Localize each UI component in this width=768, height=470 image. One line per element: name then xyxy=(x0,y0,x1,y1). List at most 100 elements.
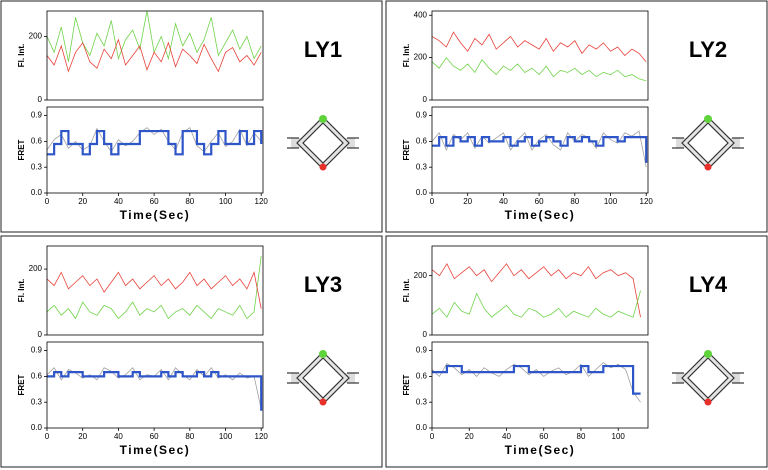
trace-line xyxy=(431,290,641,318)
donor-dye xyxy=(319,115,327,123)
y-tick-label: 0.0 xyxy=(416,188,428,197)
x-tick-label: 120 xyxy=(640,197,654,206)
x-tick-label: 100 xyxy=(604,197,618,206)
x-tick-label: 100 xyxy=(612,432,626,441)
trace-line xyxy=(431,130,647,168)
y-tick-label: 0 xyxy=(423,330,428,339)
x-tick-label: 20 xyxy=(463,197,472,206)
y-tick-label: 0 xyxy=(38,330,43,339)
x-axis-label: Time(Sec) xyxy=(505,208,576,222)
donor-dye xyxy=(704,350,712,358)
plot-frame xyxy=(431,106,649,194)
x-tick-label: 100 xyxy=(219,197,233,206)
y-axis-label: Fl. Int. xyxy=(17,279,26,303)
y-tick-label: 0.6 xyxy=(416,372,428,381)
donor-dye xyxy=(704,115,712,123)
panel-label: LY1 xyxy=(304,37,342,62)
x-tick-label: 0 xyxy=(45,197,50,206)
junction-diagram xyxy=(672,350,744,406)
x-tick-label: 60 xyxy=(535,197,544,206)
x-tick-label: 40 xyxy=(114,432,123,441)
plot-frame xyxy=(46,245,264,336)
trace-line xyxy=(46,367,262,410)
x-tick-label: 0 xyxy=(430,432,435,441)
y-tick-label: 0.0 xyxy=(31,423,43,432)
y-tick-label: 0.9 xyxy=(416,111,428,120)
y-tick-label: 0 xyxy=(423,95,428,104)
y-axis-label: FRET xyxy=(17,374,26,395)
step-line xyxy=(432,136,648,163)
plot-frame xyxy=(46,10,264,101)
y-tick-label: 0.3 xyxy=(31,397,43,406)
panel-frame xyxy=(385,0,768,233)
y-tick-label: 200 xyxy=(29,32,43,41)
y-tick-label: 0.3 xyxy=(416,397,428,406)
x-tick-label: 40 xyxy=(114,197,123,206)
trace-line xyxy=(431,362,641,403)
y-tick-label: 0.0 xyxy=(31,188,43,197)
y-tick-label: 0.3 xyxy=(31,162,43,171)
y-tick-label: 0.9 xyxy=(31,346,43,355)
y-tick-label: 200 xyxy=(29,264,43,273)
y-tick-label: 0.6 xyxy=(416,137,428,146)
x-tick-label: 20 xyxy=(78,432,87,441)
y-tick-label: 0 xyxy=(38,95,43,104)
y-tick-label: 0.0 xyxy=(416,423,428,432)
x-tick-label: 100 xyxy=(219,432,233,441)
x-axis-label: Time(Sec) xyxy=(505,443,576,457)
y-axis-label: Fl. Int. xyxy=(402,279,411,303)
x-tick-label: 40 xyxy=(499,197,508,206)
trace-line xyxy=(431,262,641,318)
x-tick-label: 80 xyxy=(577,432,586,441)
acceptor-dye xyxy=(319,163,327,171)
junction-diagram xyxy=(287,350,359,406)
trace-line xyxy=(46,255,262,320)
step-line xyxy=(47,129,263,156)
x-tick-label: 0 xyxy=(430,197,435,206)
x-tick-label: 80 xyxy=(570,197,579,206)
step-line xyxy=(47,371,263,411)
panel-label: LY4 xyxy=(689,272,728,297)
x-axis-label: Time(Sec) xyxy=(120,208,191,222)
panel-label: LY2 xyxy=(689,37,727,62)
trace-line xyxy=(46,10,262,62)
y-tick-label: 0.9 xyxy=(31,111,43,120)
x-tick-label: 40 xyxy=(502,432,511,441)
y-tick-label: 0.6 xyxy=(31,372,43,381)
acceptor-dye xyxy=(704,163,712,171)
plot-frame xyxy=(46,341,264,429)
x-tick-label: 60 xyxy=(539,432,548,441)
x-axis-label: Time(Sec) xyxy=(120,443,191,457)
y-axis-label: FRET xyxy=(402,139,411,160)
trace-line xyxy=(431,56,647,82)
x-tick-label: 80 xyxy=(185,197,194,206)
panel-frame xyxy=(0,0,383,233)
y-tick-label: 0.6 xyxy=(31,137,43,146)
x-tick-label: 120 xyxy=(255,197,269,206)
plot-frame xyxy=(431,10,649,101)
plot-frame xyxy=(431,245,649,336)
trace-line xyxy=(46,38,262,73)
y-axis-label: FRET xyxy=(17,139,26,160)
y-axis-label: Fl. Int. xyxy=(402,44,411,68)
plot-frame xyxy=(431,341,649,429)
acceptor-dye xyxy=(319,398,327,406)
junction-inner xyxy=(687,122,729,164)
acceptor-dye xyxy=(704,398,712,406)
x-tick-label: 0 xyxy=(45,432,50,441)
y-tick-label: 200 xyxy=(414,53,428,62)
x-tick-label: 60 xyxy=(150,432,159,441)
x-tick-label: 60 xyxy=(150,197,159,206)
y-tick-label: 200 xyxy=(414,271,428,280)
panel-frame xyxy=(0,235,383,468)
junction-diagram xyxy=(287,115,359,171)
junction-inner xyxy=(302,357,344,399)
y-axis-label: Fl. Int. xyxy=(17,44,26,68)
trace-line xyxy=(431,31,647,63)
y-tick-label: 0.9 xyxy=(416,346,428,355)
plot-frame xyxy=(46,106,264,194)
x-tick-label: 80 xyxy=(185,432,194,441)
donor-dye xyxy=(319,350,327,358)
